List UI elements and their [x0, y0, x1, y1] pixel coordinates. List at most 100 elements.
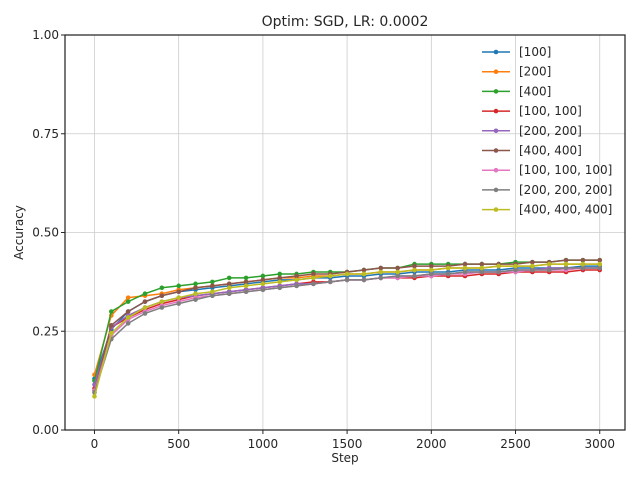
data-point: [412, 263, 417, 269]
data-point: [109, 309, 114, 314]
legend-label: [200, 200, 200]: [519, 183, 612, 197]
data-point: [210, 293, 215, 299]
data-point: [429, 271, 434, 277]
data-point: [277, 279, 283, 285]
data-point: [563, 257, 569, 263]
data-point: [462, 261, 468, 267]
data-point: [125, 315, 131, 320]
data-point: [546, 267, 552, 273]
legend-marker: [493, 207, 499, 212]
data-point: [445, 265, 451, 271]
data-point: [311, 271, 316, 277]
data-point: [344, 271, 350, 277]
data-point: [395, 273, 400, 279]
data-point: [530, 263, 535, 269]
legend-label: [100, 100]: [519, 104, 582, 118]
data-point: [513, 263, 518, 269]
series-lines: [92, 257, 603, 399]
data-point: [597, 257, 603, 263]
data-point: [597, 261, 603, 267]
legend-marker: [493, 187, 499, 193]
data-point: [243, 283, 249, 289]
x-tick-label: 0: [91, 437, 99, 451]
data-point: [176, 295, 181, 300]
data-point: [378, 265, 384, 271]
x-tick-label: 1000: [248, 437, 279, 451]
legend-item: [100]: [482, 45, 551, 59]
legend-label: [200, 200]: [519, 124, 582, 138]
data-point: [125, 321, 131, 326]
x-tick-label: 2500: [500, 437, 531, 451]
data-point: [243, 275, 249, 281]
legend-label: [400]: [519, 84, 551, 98]
data-point: [344, 277, 350, 283]
data-point: [462, 265, 468, 271]
y-tick-label: 0.50: [32, 226, 59, 240]
data-point: [294, 283, 299, 289]
legend-label: [100, 100, 100]: [519, 163, 612, 177]
x-tick-label: 1500: [332, 437, 363, 451]
data-point: [243, 279, 249, 285]
legend-item: [400, 400]: [482, 144, 582, 158]
data-point: [361, 267, 367, 273]
data-point: [125, 295, 131, 300]
data-point: [176, 301, 181, 306]
data-point: [361, 277, 367, 283]
legend-marker: [493, 167, 499, 173]
data-point: [159, 305, 165, 310]
y-tick-label: 0.75: [32, 127, 59, 141]
y-tick-label: 1.00: [32, 28, 59, 42]
legend-item: [100, 100]: [482, 104, 582, 118]
data-point: [429, 263, 434, 269]
data-point: [125, 309, 131, 314]
legend-marker: [493, 89, 499, 94]
data-point: [226, 281, 232, 287]
legend-item: [200]: [482, 65, 551, 79]
legend-marker: [493, 148, 499, 153]
data-point: [193, 285, 198, 291]
legend-item: [400, 400, 400]: [482, 203, 612, 217]
data-point: [496, 269, 501, 275]
data-point: [513, 267, 518, 273]
axis-ticks: 0 500 1000 1500 2000 2500 3000 0.00 0.25 0.50 0.75…: [32, 28, 615, 451]
data-point: [193, 297, 198, 302]
data-point: [226, 275, 232, 281]
data-point: [210, 283, 215, 289]
data-point: [142, 291, 148, 297]
data-point: [260, 287, 266, 293]
data-point: [92, 394, 97, 399]
data-point: [294, 273, 299, 279]
data-point: [159, 293, 165, 299]
data-point: [277, 285, 283, 291]
chart-title: Optim: SGD, LR: 0.0002: [262, 14, 429, 30]
data-point: [277, 275, 283, 281]
legend-marker: [493, 108, 499, 114]
data-point: [210, 289, 215, 295]
data-point: [159, 285, 165, 291]
legend-label: [400, 400]: [519, 144, 582, 158]
series-[400, 400, 400]: [92, 261, 603, 399]
data-point: [142, 299, 148, 304]
data-point: [395, 269, 400, 275]
data-point: [546, 261, 552, 267]
data-point: [429, 267, 434, 273]
data-point: [294, 277, 299, 283]
data-point: [563, 261, 569, 267]
data-point: [260, 273, 266, 279]
data-point: [311, 275, 316, 281]
data-point: [395, 265, 400, 271]
y-tick-label: 0.25: [32, 324, 59, 338]
data-point: [125, 299, 131, 304]
legend-label: [200]: [519, 65, 551, 79]
data-point: [412, 273, 417, 279]
data-point: [226, 291, 232, 297]
data-point: [260, 277, 266, 283]
data-point: [109, 330, 114, 336]
data-point: [412, 267, 417, 273]
data-point: [361, 271, 367, 277]
data-point: [445, 271, 451, 277]
legend-item: [100, 100, 100]: [482, 163, 612, 177]
y-tick-label: 0.00: [32, 423, 59, 437]
